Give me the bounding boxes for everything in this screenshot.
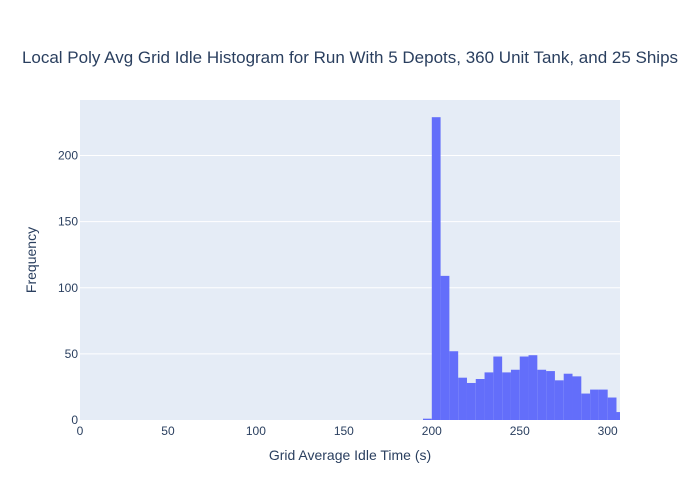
histogram-bar <box>554 380 564 420</box>
y-tick-label: 100 <box>58 281 78 295</box>
y-tick-label: 50 <box>65 347 79 361</box>
histogram-bar <box>519 356 529 420</box>
histogram-bar <box>598 389 608 420</box>
bars <box>422 117 620 420</box>
x-tick-label: 150 <box>334 424 354 438</box>
histogram-bar <box>616 412 620 420</box>
x-axis-title: Grid Average Idle Time (s) <box>269 447 431 463</box>
x-tick-label: 200 <box>422 424 442 438</box>
histogram-bar <box>607 397 617 420</box>
histogram-bar <box>502 372 511 420</box>
x-tick-label: 250 <box>510 424 530 438</box>
histogram-bar <box>528 355 538 420</box>
x-tick-label: 100 <box>246 424 266 438</box>
histogram-bar <box>546 371 555 420</box>
y-axis-title: Frequency <box>23 227 39 293</box>
histogram-bar <box>484 372 494 420</box>
x-tick-label: 0 <box>77 424 84 438</box>
histogram-bar <box>572 376 582 420</box>
x-tick-label: 50 <box>161 424 175 438</box>
histogram-bar <box>431 117 441 420</box>
y-axis-ticks: 0 50 100 150 200 <box>58 149 78 427</box>
histogram-bar <box>458 377 467 420</box>
histogram-bar <box>475 379 485 420</box>
x-tick-label: 300 <box>598 424 618 438</box>
histogram-bar <box>537 369 547 420</box>
chart-title: Local Poly Avg Grid Idle Histogram for R… <box>22 48 678 67</box>
histogram-bar <box>581 393 591 420</box>
gridlines <box>80 155 620 355</box>
y-tick-label: 200 <box>58 149 78 163</box>
histogram-bar <box>493 356 503 420</box>
histogram-bar <box>590 389 599 420</box>
x-axis-ticks: 0 50 100 150 200 250 300 <box>77 424 618 438</box>
histogram-bar <box>466 382 476 420</box>
y-tick-label: 0 <box>71 413 78 427</box>
y-tick-label: 150 <box>58 215 78 229</box>
histogram-bar <box>510 369 520 420</box>
histogram-bar <box>440 275 450 420</box>
histogram-bar <box>563 373 573 420</box>
histogram-bar <box>422 418 432 420</box>
histogram-bar <box>449 351 459 420</box>
